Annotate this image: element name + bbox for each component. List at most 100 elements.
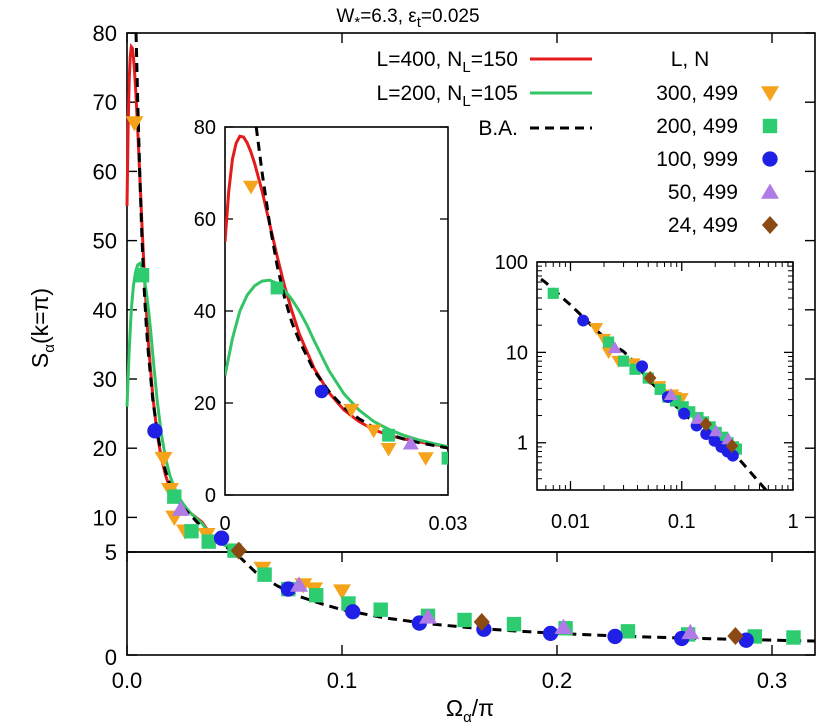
inset-log-point-brown	[725, 439, 739, 454]
inset-log-point-square	[547, 287, 559, 299]
lower-panel: 0 5 0.0 0.1 0.2 0.3	[105, 540, 816, 693]
inset-log-point-blue	[636, 360, 649, 373]
legend-point-label-square: 200, 499	[656, 115, 738, 138]
inset-log-point-purple	[708, 424, 723, 437]
inset-log-x-tick-label: 0.1	[668, 511, 696, 533]
inset-log-point-square	[669, 395, 682, 407]
inset-point-square	[270, 281, 284, 295]
inset-log-point-blue	[678, 407, 691, 420]
legend-marker-blue	[762, 151, 778, 167]
inset-log-point-square	[730, 443, 743, 455]
inset-log-x-tick-label: 1	[787, 511, 798, 533]
x-tick-label: 0.3	[757, 668, 788, 693]
inset-point-orange	[417, 452, 434, 466]
legend-label-sub: L	[462, 59, 470, 76]
inset-log-point-blue	[726, 449, 739, 462]
point-purple	[290, 576, 308, 592]
point-square	[134, 268, 150, 283]
point-square	[620, 624, 636, 639]
y-tick-label: 40	[93, 298, 117, 323]
legend-point-label-blue: 100, 999	[656, 148, 738, 171]
inset-log-x-tick-label: 0.01	[551, 511, 590, 533]
inset-log-point-orange	[513, 272, 527, 284]
y-tick-label: 50	[93, 229, 117, 254]
point-blue	[607, 628, 623, 645]
inset-log-point-square	[654, 383, 666, 395]
x-tick-label: 0.0	[112, 668, 143, 693]
chart-title: W*=6.3, εt=0.025	[336, 6, 479, 31]
legend-label-ba: B.A.	[478, 117, 518, 140]
point-purple	[681, 623, 700, 640]
inset-log-point-brown	[643, 371, 657, 386]
point-square	[257, 567, 272, 582]
y-tick-label: 60	[93, 159, 117, 184]
x-tick-label: 0.2	[542, 668, 573, 693]
legend-label-red: L=400, NL=150	[377, 48, 518, 76]
inset-y-tick-label: 40	[194, 301, 216, 323]
inset-y-tick-label: 60	[194, 209, 216, 231]
inset-log-point-purple	[663, 388, 678, 400]
legend-label-part: =105	[471, 82, 518, 105]
point-square	[167, 489, 182, 504]
inset-log-data	[513, 272, 768, 490]
inset-log-point-orange	[589, 322, 604, 335]
inset-point-orange	[365, 424, 382, 439]
inset-line-ba	[254, 127, 448, 450]
point-brown	[727, 627, 744, 646]
point-square	[506, 616, 522, 632]
inset-log-point-purple	[607, 341, 622, 354]
point-square	[184, 524, 199, 539]
point-blue	[542, 625, 559, 642]
inset-log-point-purple	[691, 411, 706, 424]
inset-point-square	[382, 428, 395, 442]
inset-linear: 0 20 40 60 80 0 0.03	[194, 117, 468, 535]
point-blue	[147, 423, 163, 439]
legend-marker-purple	[761, 183, 779, 199]
inset-log-point-brown	[699, 417, 713, 432]
y-axis-title: Sα(k=π)	[27, 288, 58, 368]
main-points	[125, 116, 801, 648]
legend-point-label-orange: 300, 499	[656, 82, 738, 105]
y-tick-label: 5	[105, 540, 117, 565]
point-orange	[154, 451, 173, 468]
inset-log-point-blue	[700, 428, 713, 440]
inset-y-tick-label: 20	[194, 393, 216, 415]
inset-line-green	[225, 278, 448, 449]
legend-marker-square	[762, 118, 778, 134]
inset-point-blue	[314, 384, 329, 399]
inset-x-tick-label: 0.03	[429, 513, 468, 535]
y-tick-label: 0	[105, 645, 117, 670]
point-blue	[213, 530, 230, 546]
inset-log-point-square	[617, 355, 630, 367]
y-tick-label: 80	[93, 21, 117, 46]
point-purple	[419, 608, 437, 624]
legend-label-part: B.A.	[478, 117, 518, 140]
inset-point-square	[441, 451, 448, 465]
point-square	[201, 534, 216, 549]
series-line-red	[125, 42, 236, 552]
point-orange	[125, 116, 144, 132]
legend-label-part: L=400, N	[377, 48, 463, 71]
inset-point-orange	[343, 403, 360, 418]
legend-label-part: =150	[471, 48, 518, 71]
inset-log-point-square	[629, 363, 641, 375]
point-square	[373, 602, 388, 617]
inset-log: 0.01 0.1 1 1 10 100	[495, 252, 799, 533]
inset-log-point-square	[677, 401, 689, 413]
lower-frame	[126, 551, 816, 656]
inset-log-point-blue	[577, 314, 590, 327]
legend-point-label-purple: 50, 499	[668, 181, 738, 204]
inset-log-y-tick-label: 1	[517, 433, 528, 455]
inset-log-y-tick-label: 100	[495, 252, 528, 274]
point-purple	[171, 500, 190, 516]
inset-log-point-square	[602, 336, 615, 348]
point-blue	[280, 581, 296, 597]
point-orange	[333, 584, 351, 600]
inset-x-tick-label: 0	[219, 513, 230, 535]
legend-marker-orange	[761, 86, 779, 102]
legend-point-label-brown: 24, 499	[668, 214, 738, 237]
point-square	[309, 588, 324, 603]
inset-y-tick-label: 80	[194, 117, 216, 139]
